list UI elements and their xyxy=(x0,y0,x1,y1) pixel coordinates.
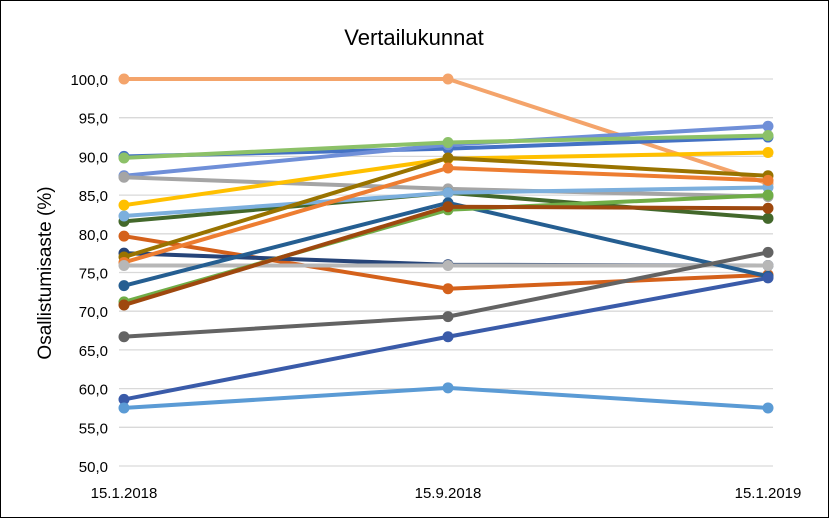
series-13 xyxy=(118,260,774,272)
data-point xyxy=(118,73,130,85)
data-point xyxy=(762,189,774,201)
data-point xyxy=(118,393,130,405)
data-point xyxy=(762,246,774,258)
series-4 xyxy=(118,130,774,164)
series-19 xyxy=(118,382,774,414)
y-tick-label: 90,0 xyxy=(79,149,108,166)
data-point xyxy=(118,299,130,311)
data-point xyxy=(762,120,774,132)
y-tick-label: 80,0 xyxy=(79,227,108,244)
data-point xyxy=(762,174,774,186)
data-point xyxy=(118,152,130,164)
data-point xyxy=(762,260,774,272)
series-18 xyxy=(118,272,774,405)
data-point xyxy=(442,311,454,323)
y-tick-label: 50,0 xyxy=(79,459,108,476)
y-tick-label: 75,0 xyxy=(79,266,108,283)
data-point xyxy=(442,201,454,213)
x-tick-label: 15.1.2019 xyxy=(735,485,802,502)
data-point xyxy=(118,199,130,211)
data-point xyxy=(442,382,454,394)
data-point xyxy=(442,152,454,164)
data-point xyxy=(762,202,774,214)
data-point xyxy=(118,402,130,414)
data-point xyxy=(118,171,130,183)
y-tick-label: 95,0 xyxy=(79,111,108,128)
x-tick-label: 15.9.2018 xyxy=(415,485,482,502)
y-tick-label: 85,0 xyxy=(79,188,108,205)
data-point xyxy=(118,210,130,222)
data-point xyxy=(118,280,130,292)
y-tick-label: 60,0 xyxy=(79,382,108,399)
y-tick-label: 100,0 xyxy=(70,72,108,89)
data-point xyxy=(118,260,130,272)
data-point xyxy=(442,331,454,343)
chart-title: Vertailukunnat xyxy=(344,25,483,50)
data-point xyxy=(762,402,774,414)
data-point xyxy=(442,136,454,148)
data-point xyxy=(762,272,774,284)
data-point xyxy=(762,130,774,142)
y-axis-label: Osallistumisaste (%) xyxy=(35,186,56,359)
y-tick-label: 65,0 xyxy=(79,343,108,360)
x-tick-label: 15.1.2018 xyxy=(91,485,158,502)
data-point xyxy=(762,212,774,224)
data-point xyxy=(762,147,774,159)
data-point xyxy=(118,230,130,242)
y-tick-label: 55,0 xyxy=(79,420,108,437)
series-17 xyxy=(118,246,774,343)
data-point xyxy=(442,260,454,272)
y-tick-label: 70,0 xyxy=(79,304,108,321)
data-point xyxy=(442,187,454,199)
data-point xyxy=(442,162,454,174)
series-16 xyxy=(118,201,774,311)
data-point xyxy=(118,331,130,343)
data-point xyxy=(442,283,454,295)
data-point xyxy=(442,73,454,85)
